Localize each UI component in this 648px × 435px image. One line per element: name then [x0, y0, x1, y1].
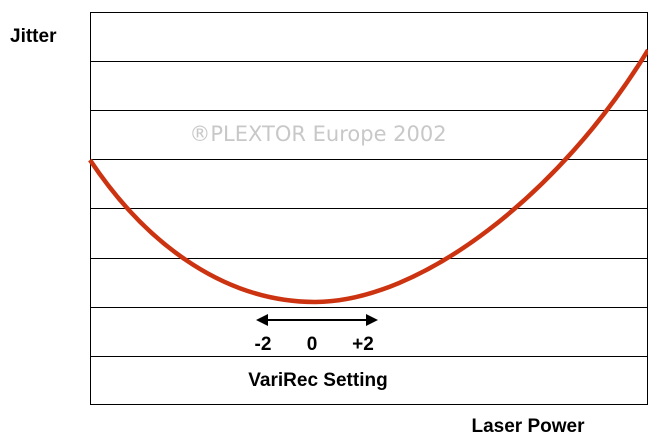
jitter-curve [88, 48, 648, 305]
y-axis-label: Jitter [10, 26, 57, 47]
setting-label: 0 [307, 334, 318, 355]
setting-caption: VariRec Setting [248, 370, 387, 391]
watermark: ®PLEXTOR Europe 2002 [189, 122, 446, 146]
setting-label: +2 [352, 334, 374, 355]
setting-arrow [256, 314, 378, 326]
x-axis-label: Laser Power [472, 416, 586, 435]
arrow-head-left [256, 314, 268, 326]
arrow-head-right [366, 314, 378, 326]
setting-label: -2 [255, 334, 272, 355]
